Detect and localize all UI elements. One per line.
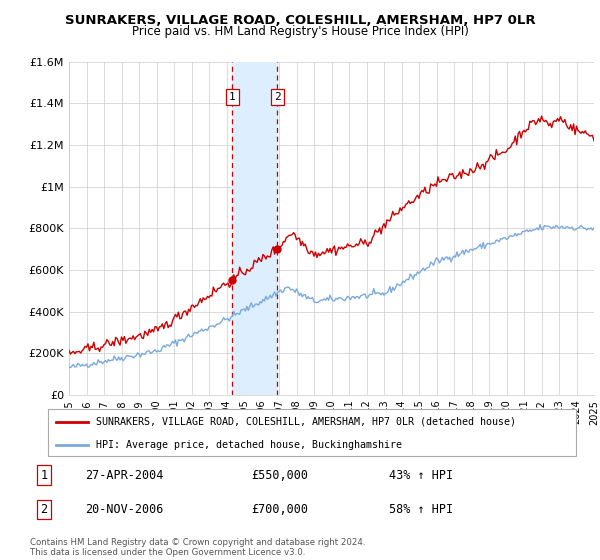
Text: 58% ↑ HPI: 58% ↑ HPI (389, 503, 453, 516)
Text: £550,000: £550,000 (251, 469, 308, 482)
Text: 2: 2 (274, 92, 281, 102)
Text: 2: 2 (40, 503, 47, 516)
Text: 1: 1 (40, 469, 47, 482)
Text: SUNRAKERS, VILLAGE ROAD, COLESHILL, AMERSHAM, HP7 0LR (detached house): SUNRAKERS, VILLAGE ROAD, COLESHILL, AMER… (95, 417, 515, 427)
Text: £700,000: £700,000 (251, 503, 308, 516)
Text: HPI: Average price, detached house, Buckinghamshire: HPI: Average price, detached house, Buck… (95, 440, 401, 450)
Text: SUNRAKERS, VILLAGE ROAD, COLESHILL, AMERSHAM, HP7 0LR: SUNRAKERS, VILLAGE ROAD, COLESHILL, AMER… (65, 14, 535, 27)
Text: 20-NOV-2006: 20-NOV-2006 (85, 503, 164, 516)
Text: 43% ↑ HPI: 43% ↑ HPI (389, 469, 453, 482)
FancyBboxPatch shape (48, 409, 576, 456)
Text: Contains HM Land Registry data © Crown copyright and database right 2024.: Contains HM Land Registry data © Crown c… (30, 538, 365, 547)
Text: Price paid vs. HM Land Registry's House Price Index (HPI): Price paid vs. HM Land Registry's House … (131, 25, 469, 38)
Text: 27-APR-2004: 27-APR-2004 (85, 469, 164, 482)
Text: 1: 1 (229, 92, 235, 102)
Bar (232, 62, 277, 395)
Text: This data is licensed under the Open Government Licence v3.0.: This data is licensed under the Open Gov… (30, 548, 305, 557)
